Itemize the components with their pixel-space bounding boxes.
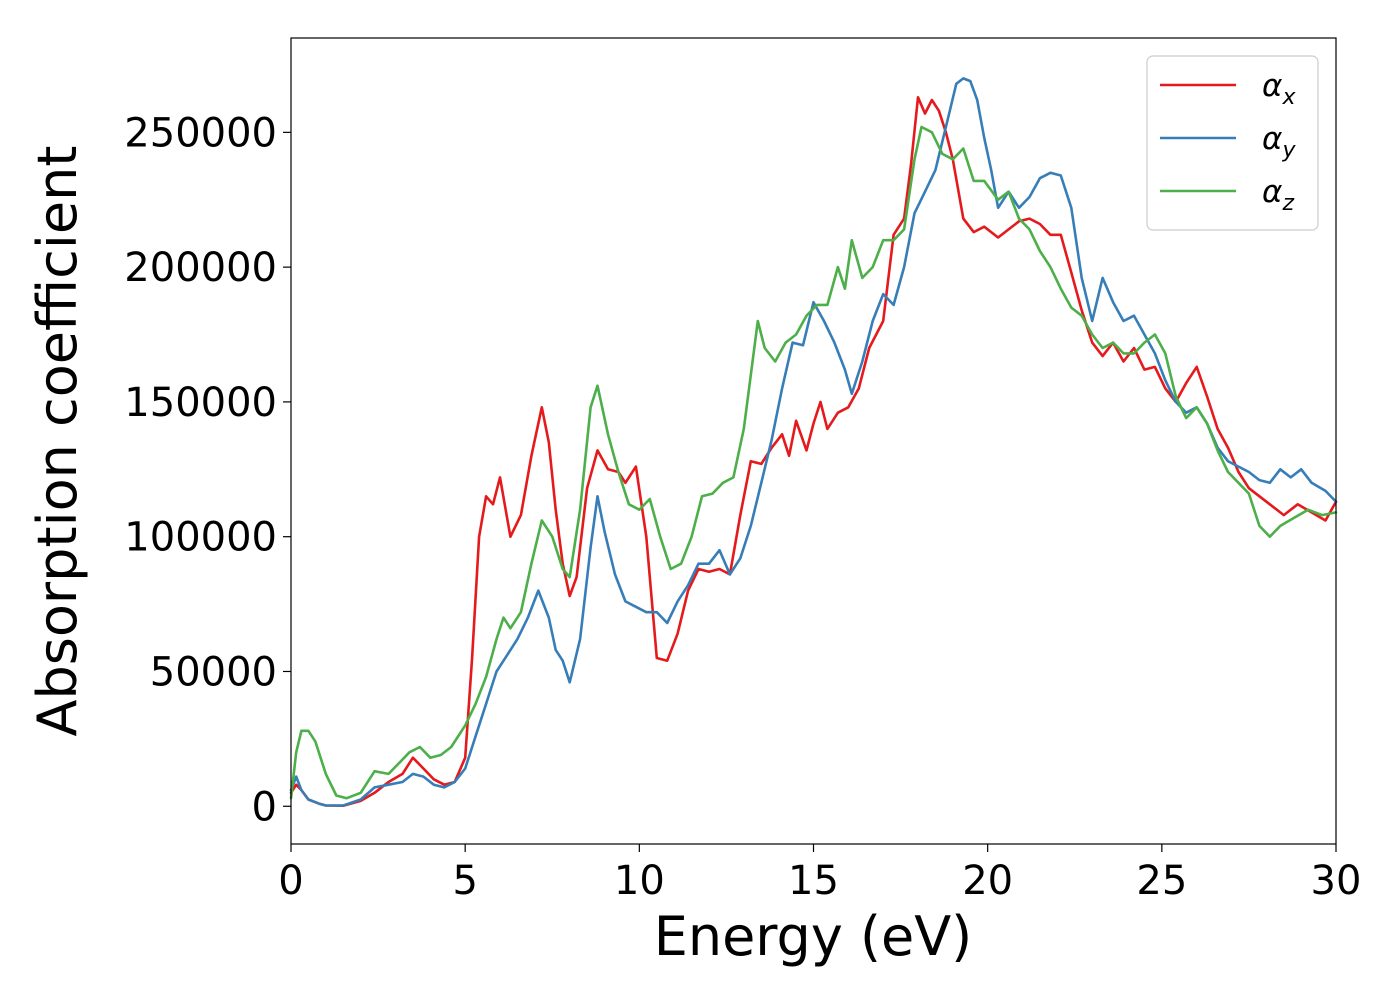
- y-tick-label: 50000: [150, 649, 277, 695]
- legend: αx αy αz: [1146, 55, 1319, 231]
- x-tick-label: 15: [788, 858, 839, 904]
- series-line-y: [289, 77, 1338, 807]
- legend-box: [1146, 55, 1319, 231]
- y-tick-label: 150000: [124, 380, 277, 426]
- y-axis-ticks: 0 50000 100000 150000 200000 250000: [124, 110, 291, 830]
- y-tick-label: 250000: [124, 110, 277, 156]
- y-tick-label: 200000: [124, 245, 277, 291]
- y-tick-label: 0: [252, 784, 277, 830]
- x-tick-label: 25: [1136, 858, 1187, 904]
- x-tick-label: 30: [1311, 858, 1362, 904]
- x-tick-label: 5: [452, 858, 477, 904]
- legend-label-x: αx: [1262, 68, 1296, 110]
- legend-label-y: αy: [1262, 121, 1296, 163]
- x-tick-label: 10: [614, 858, 665, 904]
- x-axis-ticks: 0 5 10 15 20 25 30: [278, 844, 1361, 904]
- series-line-x: [289, 96, 1338, 807]
- series-layer: [289, 77, 1338, 807]
- legend-label-z: αz: [1262, 174, 1294, 216]
- x-tick-label: 0: [278, 858, 303, 904]
- series-line-z: [289, 125, 1338, 800]
- y-tick-label: 100000: [124, 515, 277, 561]
- x-tick-label: 20: [962, 858, 1013, 904]
- y-axis-title: Absorption coefficient: [26, 146, 89, 737]
- x-axis-title: Energy (eV): [654, 905, 973, 968]
